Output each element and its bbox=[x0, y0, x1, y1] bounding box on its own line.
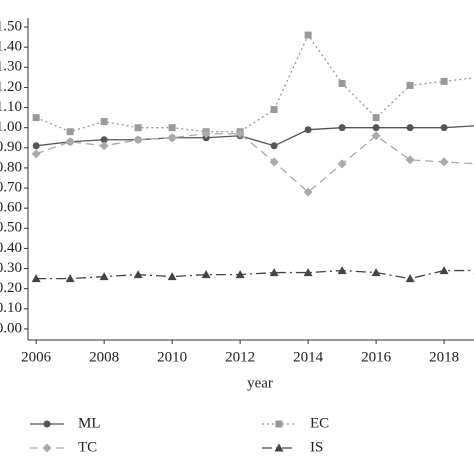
marker bbox=[405, 155, 415, 165]
marker bbox=[100, 136, 108, 144]
x-tick-label: 2008 bbox=[89, 349, 119, 365]
marker bbox=[304, 126, 312, 134]
marker bbox=[405, 274, 415, 283]
marker bbox=[371, 131, 381, 141]
marker bbox=[337, 159, 347, 169]
marker bbox=[406, 81, 414, 89]
x-tick-label: 2016 bbox=[361, 349, 392, 365]
marker bbox=[133, 270, 143, 279]
y-tick-label: 1.10 bbox=[0, 99, 22, 115]
marker bbox=[65, 274, 75, 283]
marker bbox=[168, 124, 176, 132]
marker bbox=[167, 272, 177, 281]
marker bbox=[133, 135, 143, 145]
marker bbox=[337, 266, 347, 275]
marker bbox=[371, 268, 381, 277]
y-tick-label: 0.70 bbox=[0, 179, 22, 195]
marker bbox=[201, 129, 211, 139]
x-tick-label: 2018 bbox=[429, 349, 459, 365]
marker bbox=[42, 443, 52, 453]
legend-item: EC bbox=[262, 415, 329, 431]
y-tick-label: 0.90 bbox=[0, 139, 22, 155]
marker bbox=[338, 124, 346, 132]
y-tick-label: 0.60 bbox=[0, 200, 22, 216]
marker bbox=[270, 106, 278, 114]
marker bbox=[32, 142, 40, 150]
marker bbox=[303, 187, 313, 197]
marker bbox=[235, 129, 245, 139]
marker bbox=[32, 114, 40, 122]
y-tick-label: 0.00 bbox=[0, 320, 22, 336]
marker bbox=[274, 443, 284, 452]
marker bbox=[66, 128, 74, 136]
x-tick-label: 2012 bbox=[225, 349, 255, 365]
y-tick-label: 0.30 bbox=[0, 260, 22, 276]
marker bbox=[372, 124, 380, 132]
marker bbox=[303, 268, 313, 277]
legend-item: IS bbox=[262, 439, 323, 455]
y-tick-label: 1.30 bbox=[0, 59, 22, 75]
series-line bbox=[36, 269, 474, 280]
y-tick-label: 0.10 bbox=[0, 300, 22, 316]
y-tick-label: 0.20 bbox=[0, 280, 22, 296]
x-tick-label: 2006 bbox=[21, 349, 52, 365]
marker bbox=[269, 157, 279, 167]
marker bbox=[269, 268, 279, 277]
marker bbox=[100, 118, 108, 126]
marker bbox=[338, 79, 346, 87]
series-line bbox=[36, 125, 474, 147]
marker bbox=[99, 272, 109, 281]
marker bbox=[201, 270, 211, 279]
y-tick-label: 0.40 bbox=[0, 240, 22, 256]
y-tick-label: 1.20 bbox=[0, 79, 22, 95]
marker bbox=[99, 141, 109, 151]
x-axis-label: year bbox=[247, 375, 273, 391]
marker bbox=[304, 31, 312, 39]
legend-item: ML bbox=[30, 415, 101, 431]
y-tick-label: 1.00 bbox=[0, 119, 22, 135]
legend-item: TC bbox=[30, 439, 97, 455]
marker bbox=[134, 124, 142, 132]
marker bbox=[440, 77, 448, 85]
marker bbox=[372, 114, 380, 122]
legend-label: EC bbox=[310, 415, 329, 431]
y-tick-label: 0.80 bbox=[0, 159, 22, 175]
marker bbox=[439, 157, 449, 167]
marker bbox=[43, 420, 51, 428]
y-tick-label: 1.40 bbox=[0, 39, 22, 55]
y-tick-label: 0.50 bbox=[0, 220, 22, 236]
plot-area bbox=[31, 31, 474, 283]
x-tick-label: 2010 bbox=[157, 349, 187, 365]
legend-label: TC bbox=[78, 439, 97, 455]
legend-label: ML bbox=[78, 415, 101, 431]
marker bbox=[270, 142, 278, 150]
marker bbox=[406, 124, 414, 132]
marker bbox=[65, 137, 75, 147]
legend-label: IS bbox=[310, 439, 323, 455]
marker bbox=[31, 274, 41, 283]
marker bbox=[31, 149, 41, 159]
series-line bbox=[35, 133, 474, 193]
marker bbox=[440, 124, 448, 132]
x-tick-label: 2014 bbox=[293, 349, 324, 365]
marker bbox=[275, 420, 283, 428]
marker bbox=[439, 266, 449, 275]
y-tick-label: 1.50 bbox=[0, 18, 22, 34]
marker bbox=[235, 270, 245, 279]
marker bbox=[167, 133, 177, 143]
